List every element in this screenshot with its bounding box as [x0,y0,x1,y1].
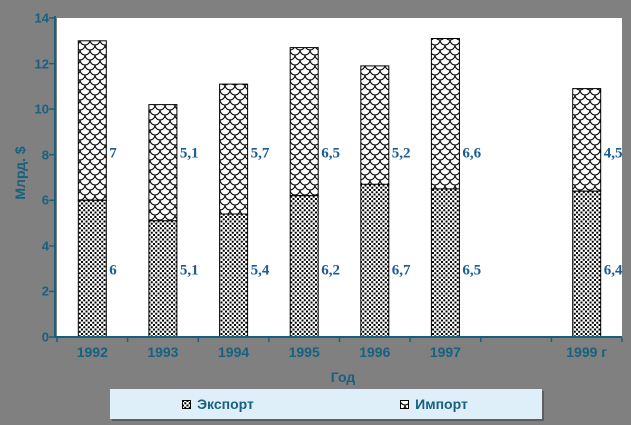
x-axis-category-label: 1993 [147,344,179,360]
bar-segment-import-1996 [360,65,390,185]
data-label-export-1999 г: 6,4 [603,262,623,279]
y-axis-tick-label: 14 [34,10,49,26]
data-label-import-1992: 7 [109,145,117,162]
import-pattern-swatch-icon [400,399,410,409]
bar-segment-import-1995 [289,47,319,197]
data-label-export-1995: 6,2 [321,262,340,279]
y-axis-tick-label: 10 [34,101,49,117]
y-axis-tick-label: 12 [34,56,49,72]
legend-item-import: Импорт [326,396,542,412]
bar-segment-import-1994 [219,83,249,215]
bar-segment-export-1993 [148,220,178,338]
x-axis-category-label: 1996 [359,344,391,360]
bar-segment-import-1993 [148,104,178,222]
x-axis-title: Год [330,369,356,385]
data-label-export-1996: 6,7 [391,262,411,279]
x-axis-category-label: 1995 [288,344,320,360]
bar-segment-export-1995 [289,195,319,338]
data-label-import-1996: 5,2 [391,145,411,162]
bar-segment-export-1997 [430,188,460,338]
x-axis-category-label: 1994 [218,344,250,360]
data-label-import-1999 г: 4,5 [603,145,623,162]
data-label-export-1994: 5,4 [250,262,270,279]
data-label-import-1994: 5,7 [250,145,270,162]
bar-segment-export-1999 г [572,190,602,338]
y-axis-tick-label: 2 [41,283,49,299]
legend-label-import: Импорт [415,396,468,412]
y-axis-tick-label: 6 [41,192,49,208]
legend-label-export: Экспорт [197,396,254,412]
bar-segment-import-1997 [430,38,460,190]
plot-area [57,18,622,337]
x-axis-category-label: 1999 г [566,344,608,360]
bar-segment-export-1992 [77,199,107,338]
data-label-import-1995: 6,5 [321,145,340,162]
y-axis-tick-label: 4 [41,238,49,254]
x-axis-category-label: 1997 [429,344,461,360]
y-axis-title: Млрд. $ [12,146,28,200]
x-axis-category-label: 1992 [76,344,108,360]
export-pattern-swatch-icon [182,399,192,409]
data-label-import-1993: 5,1 [179,145,199,162]
data-label-import-1997: 6,6 [462,145,482,162]
bar-segment-import-1992 [77,40,107,201]
data-label-export-1993: 5,1 [179,262,199,279]
legend: Экспорт Импорт [110,389,542,419]
legend-item-export: Экспорт [110,396,326,412]
data-label-export-1997: 6,5 [462,262,482,279]
y-axis-tick-label: 0 [41,329,49,345]
data-label-export-1992: 6 [109,262,117,279]
bar-segment-import-1999 г [572,88,602,192]
y-axis-tick-label: 8 [41,147,49,163]
bar-segment-export-1996 [360,183,390,338]
bar-segment-export-1994 [219,213,249,338]
